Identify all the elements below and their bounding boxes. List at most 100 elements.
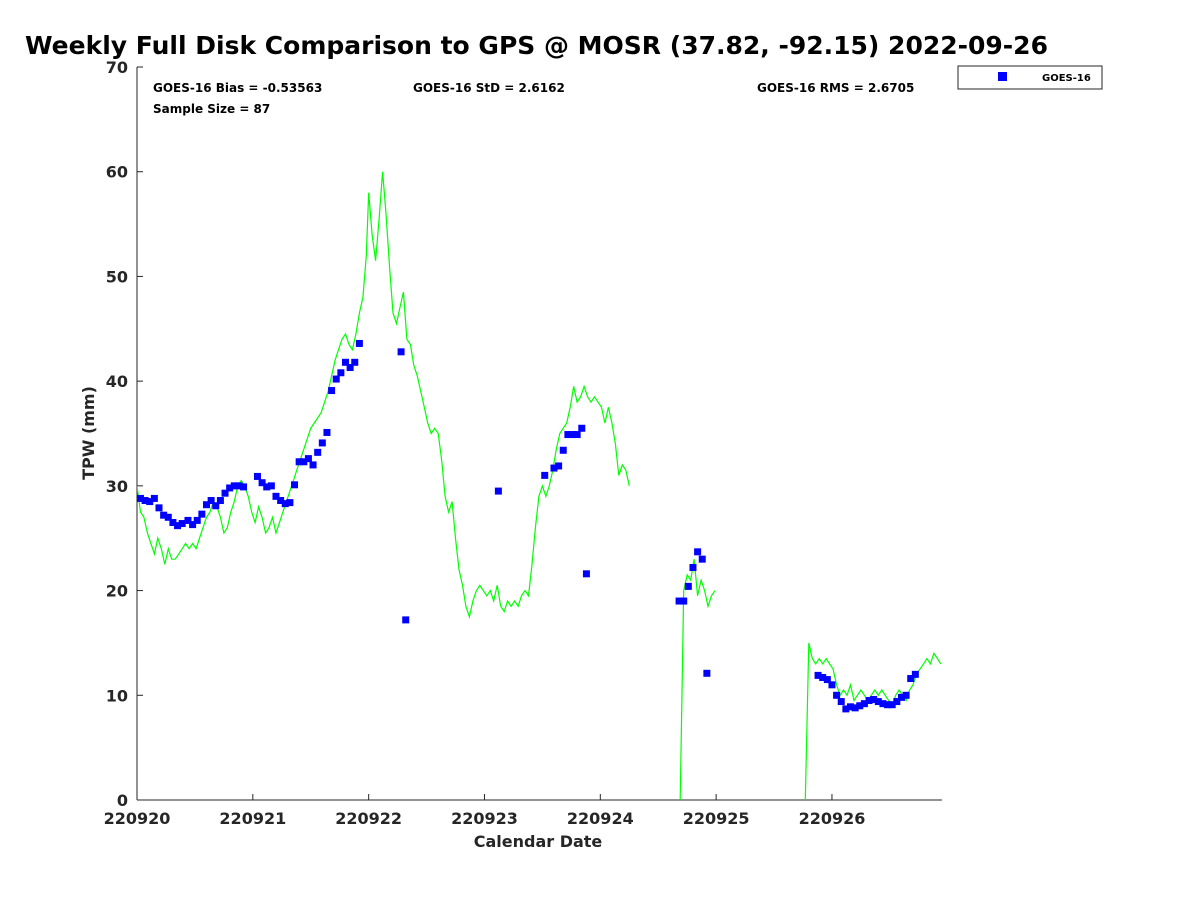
stat-sample-size: Sample Size = 87 <box>153 102 270 116</box>
goes16-point <box>675 597 683 605</box>
goes16-point <box>874 698 882 706</box>
goes16-point <box>819 673 827 681</box>
goes16-point <box>837 698 845 706</box>
x-tick-label: 220926 <box>799 809 866 828</box>
goes16-point <box>814 671 822 679</box>
x-tick-label: 220920 <box>104 809 171 828</box>
goes16-point <box>680 597 688 605</box>
y-tick-label: 40 <box>106 372 128 391</box>
goes16-point <box>897 693 905 701</box>
goes16-point <box>155 504 163 512</box>
goes16-point <box>573 431 581 439</box>
y-tick-label: 50 <box>106 267 128 286</box>
goes16-point <box>258 479 266 487</box>
legend-box <box>957 65 1103 90</box>
x-axis-label: Calendar Date <box>474 832 603 851</box>
goes16-point <box>888 701 896 709</box>
goes16-point <box>884 701 892 709</box>
stat-rms: GOES-16 RMS = 2.6705 <box>757 81 914 95</box>
goes16-point <box>146 498 154 506</box>
goes16-point <box>337 369 345 377</box>
legend: GOES-16 <box>957 65 1103 90</box>
goes16-point <box>879 700 887 708</box>
goes16-point <box>397 348 405 356</box>
goes16-point <box>164 513 172 521</box>
goes16-point <box>328 387 336 395</box>
chart-title: Weekly Full Disk Comparison to GPS @ MOS… <box>25 31 1048 60</box>
x-tick-label: 220925 <box>683 809 750 828</box>
y-axis-label: TPW (mm) <box>79 386 98 480</box>
goes16-point <box>911 670 919 678</box>
goes16-point <box>150 494 158 502</box>
goes16-point <box>207 497 215 505</box>
y-tick-label: 30 <box>106 477 128 496</box>
goes16-point <box>318 439 326 447</box>
x-ticks: 220920 220921 220922 220923 220924 220925 2209… <box>104 794 866 828</box>
goes16-point <box>851 704 859 712</box>
goes16-point <box>689 564 697 572</box>
goes16-point <box>216 497 224 505</box>
goes16-point <box>221 489 229 497</box>
goes16-point <box>893 698 901 706</box>
goes16-point <box>541 471 549 479</box>
goes16-point <box>856 702 864 710</box>
goes16-point <box>833 691 841 699</box>
goes16-point <box>226 484 234 492</box>
goes16-point <box>169 519 177 527</box>
legend-label-goes16: GOES-16 <box>1042 73 1091 84</box>
goes16-point <box>267 482 275 490</box>
goes16-point <box>870 695 878 703</box>
goes16-point <box>291 481 299 489</box>
goes16-point <box>189 521 197 529</box>
goes16-point <box>240 483 248 491</box>
goes16-point <box>846 703 854 711</box>
goes16-point <box>698 555 706 563</box>
goes16-point <box>332 375 340 383</box>
goes16-point <box>304 455 312 463</box>
goes16-point <box>323 428 331 436</box>
goes16-point <box>569 431 577 439</box>
goes16-point <box>842 705 850 713</box>
goes16-point <box>351 358 359 366</box>
goes16-point <box>212 502 220 510</box>
x-tick-label: 220924 <box>567 809 634 828</box>
goes16-point <box>253 472 261 480</box>
goes16-point <box>286 499 294 507</box>
goes16-point <box>684 582 692 590</box>
goes16-point <box>263 483 271 491</box>
goes16-point <box>198 510 206 518</box>
goes16-point <box>828 681 836 689</box>
goes16-point <box>694 548 702 556</box>
goes16-point <box>141 497 149 505</box>
y-tick-label: 0 <box>117 791 128 810</box>
goes16-point <box>907 675 915 683</box>
goes16-point <box>865 697 873 705</box>
y-tick-label: 10 <box>106 686 128 705</box>
goes16-point <box>346 364 354 372</box>
goes16-point <box>174 522 182 530</box>
goes16-point <box>494 487 502 495</box>
goes16-point <box>314 448 322 456</box>
x-tick-label: 220922 <box>335 809 402 828</box>
goes16-point <box>277 497 285 505</box>
goes16-point <box>559 446 567 454</box>
y-tick-label: 20 <box>106 582 128 601</box>
goes16-point <box>272 492 280 500</box>
goes16-point <box>193 516 201 524</box>
goes16-point <box>202 501 210 509</box>
goes16-point <box>178 520 186 528</box>
y-ticks: 0 10 20 30 40 50 60 70 <box>106 58 143 810</box>
y-tick-label: 60 <box>106 163 128 182</box>
goes16-point <box>555 462 563 470</box>
goes16-point <box>341 358 349 366</box>
stat-bias: GOES-16 Bias = -0.53563 <box>153 81 322 95</box>
legend-marker-goes16 <box>998 72 1007 81</box>
goes16-point <box>300 458 308 466</box>
goes16-point <box>295 458 303 466</box>
y-tick-label: 70 <box>106 58 128 77</box>
goes16-point <box>309 461 317 469</box>
goes16-point <box>402 616 410 624</box>
goes16-point <box>564 431 572 439</box>
goes16-point <box>703 669 711 677</box>
